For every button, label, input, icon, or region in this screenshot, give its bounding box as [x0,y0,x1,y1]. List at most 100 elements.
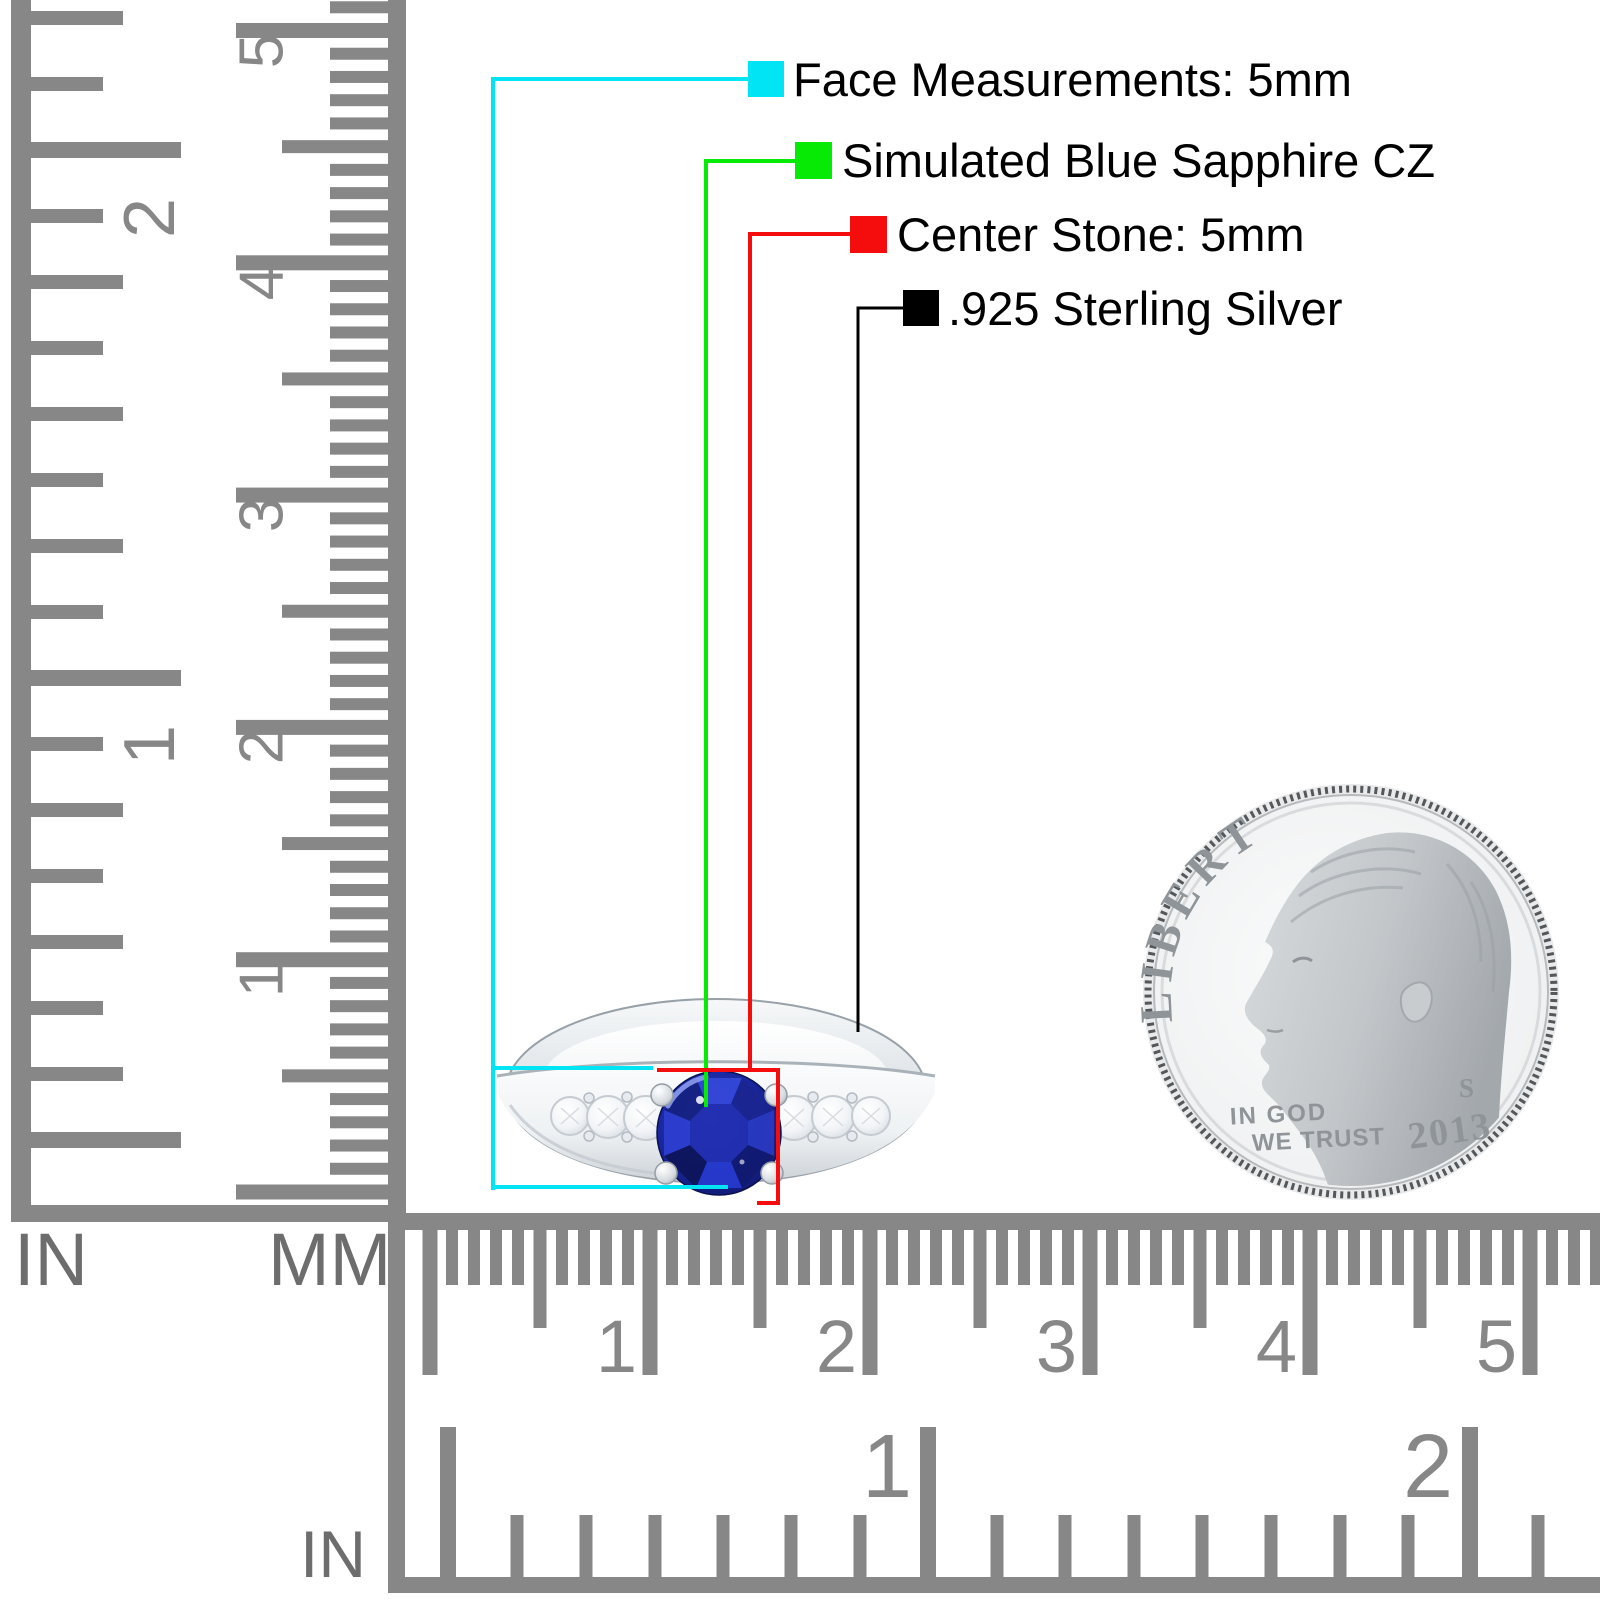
left-cm-number-2: 2 [228,730,297,764]
ruler-tick [282,837,388,851]
ruler-tick [1462,1427,1478,1577]
ruler-tick [330,210,388,223]
ruler-tick [1128,1230,1140,1285]
ruler-tick [422,1230,438,1375]
ruler-tick [330,744,388,757]
ruler-tick [1348,1230,1360,1285]
bead-prongs [583,1091,858,1143]
ruler-tick [236,255,388,271]
bottom-inch-number-1: 1 [862,1417,912,1517]
ruler-tick [578,1230,590,1285]
coin-motto-line1: IN GOD [1229,1099,1328,1131]
ruler-tick [1302,1230,1318,1375]
coin-reeded-edge [1144,785,1558,1199]
bottom-ruler-bottom-edge [388,1577,1600,1593]
ruler-tick [31,605,103,619]
ruler-tick [31,275,123,289]
bottom-cm-number-4: 4 [1256,1305,1297,1388]
left-ruler-mm-ticks [236,1,388,1200]
ruler-tick [688,1230,700,1285]
ruler-tick [1238,1230,1250,1285]
ruler-tick [579,1515,593,1577]
ruler-tick [31,539,123,553]
metal-callout-line [856,306,903,1032]
ruler-tick [330,860,388,873]
ruler-tick [1480,1230,1492,1285]
ruler-tick [1150,1230,1162,1285]
ruler-tick [920,1427,936,1577]
ruler-tick [1082,1230,1098,1375]
ruler-tick [556,1230,568,1285]
left-inch-number-1: 1 [110,725,190,765]
bottom-ruler-cm-ticks [422,1230,1600,1375]
ruler-tick [330,582,388,595]
metal-label: .925 Sterling Silver [948,282,1342,335]
ruler-tick [1458,1230,1470,1285]
ruler-tick [330,303,388,316]
ruler-tick [862,1230,878,1375]
ruler-tick [330,326,388,339]
bottom-cm-number-2: 2 [816,1305,857,1388]
ruler-tick [330,930,388,943]
ruler-tick [1282,1230,1294,1285]
ruler-tick [1531,1515,1545,1577]
left-ruler-inch-unit-label: IN [14,1218,88,1301]
ruler-tick [236,487,388,503]
ruler-tick [330,233,388,246]
ruler-tick [330,884,388,897]
sapphire-glint [739,1159,745,1165]
ruler-tick [996,1230,1008,1285]
ruler-tick [330,1023,388,1036]
ruler-tick [440,1427,456,1577]
ruler-tick [1264,1515,1278,1577]
ruler-tick [31,77,103,91]
ruler-tick [330,94,388,107]
ruler-tick [31,1132,181,1148]
center-stone-sapphire [650,1070,788,1196]
ruler-tick [31,869,103,883]
ruler-tick [512,1230,524,1285]
ruler-tick [1018,1230,1030,1285]
left-ruler-mm-edge [388,0,406,1222]
ruler-tick [330,1162,388,1175]
ruler-tick [330,163,388,176]
ruler-tick [533,1230,547,1328]
center-stone-swatch [850,216,887,253]
ruler-tick [330,767,388,780]
ruler-tick [1590,1230,1600,1285]
face-measurements-label: Face Measurements: 5mm [793,53,1352,106]
ruler-tick [330,1000,388,1013]
ruler-tick [330,1046,388,1059]
ruler-tick [1502,1230,1514,1285]
ruler-tick [31,407,123,421]
bottom-ruler-top-edge [388,1213,1600,1230]
ruler-tick [330,280,388,293]
callout-legend: Face Measurements: 5mm Simulated Blue Sa… [748,53,1435,335]
ruler-tick [330,698,388,711]
ruler-tick [784,1515,798,1577]
center-stone-label: Center Stone: 5mm [897,208,1305,261]
sapphire-glint [696,1096,704,1104]
ruler-tick [330,1116,388,1129]
ruler-tick [666,1230,678,1285]
ruler-tick [31,1001,103,1015]
ruler-tick [468,1230,480,1285]
ruler-tick [236,719,388,735]
ruler-tick [330,976,388,989]
ruler-tick [853,1515,867,1577]
ruler-tick [510,1515,524,1577]
ruler-tick [236,23,388,38]
ruler-tick [1370,1230,1382,1285]
ruler-tick [330,419,388,432]
ruler-tick [600,1230,612,1285]
ruler-tick [776,1230,788,1285]
ruler-tick [716,1515,730,1577]
ruler-tick [490,1230,502,1285]
left-ruler-inch-edge [11,0,31,1222]
ruler-tick [1172,1230,1184,1285]
ruler-tick [952,1230,964,1285]
ruler-tick [1040,1230,1052,1285]
bottom-cm-number-3: 3 [1036,1305,1077,1388]
ruler-tick [1106,1230,1118,1285]
ruler-tick [330,512,388,525]
